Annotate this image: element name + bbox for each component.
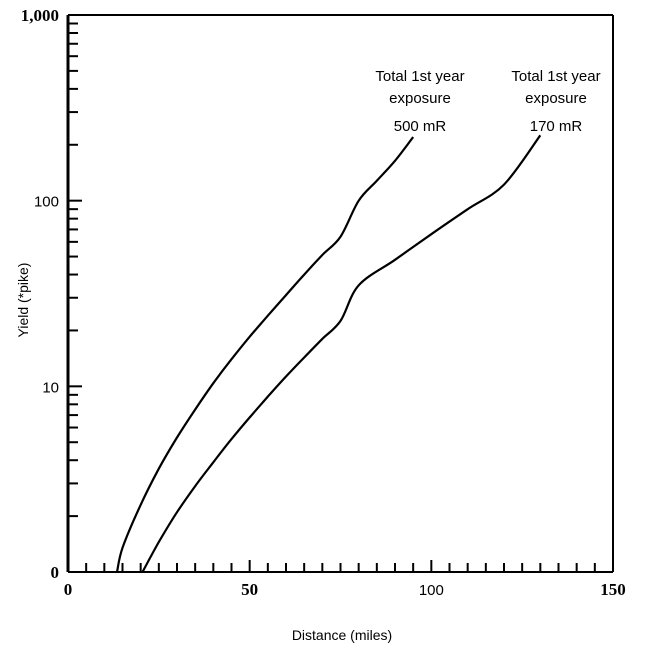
x-axis-title: Distance (miles)	[292, 627, 392, 643]
x-tick-label: 150	[600, 580, 626, 599]
series-line-2	[141, 134, 542, 573]
series-line-1	[115, 136, 415, 573]
y-tick-label: 100	[34, 194, 59, 211]
annotation-500mr: Total 1st year exposure 500 mR	[375, 68, 464, 135]
y-tick-label: 0	[51, 563, 60, 582]
x-tick-label: 100	[419, 582, 444, 599]
annotation-500mr-line-1: Total 1st year	[375, 68, 464, 85]
annotation-170mr-line-3: 170 mR	[530, 118, 583, 135]
y-tick-label: 10	[42, 379, 59, 396]
tick-labels: 0 50 100 150 0 10 100 1,000	[21, 6, 626, 599]
series-layer	[115, 134, 542, 573]
annotation-170mr-line-2: exposure	[525, 90, 587, 107]
y-axis-title: Yield (*pike)	[15, 263, 31, 338]
x-tick-label: 50	[241, 580, 258, 599]
annotation-170mr: Total 1st year exposure 170 mR	[511, 68, 600, 135]
annotation-500mr-line-3: 500 mR	[394, 118, 447, 135]
annotation-170mr-line-1: Total 1st year	[511, 68, 600, 85]
y-tick-label: 1,000	[21, 6, 59, 25]
axis-ticks	[67, 14, 614, 572]
x-tick-label: 0	[64, 580, 73, 599]
annotation-500mr-line-2: exposure	[389, 90, 451, 107]
